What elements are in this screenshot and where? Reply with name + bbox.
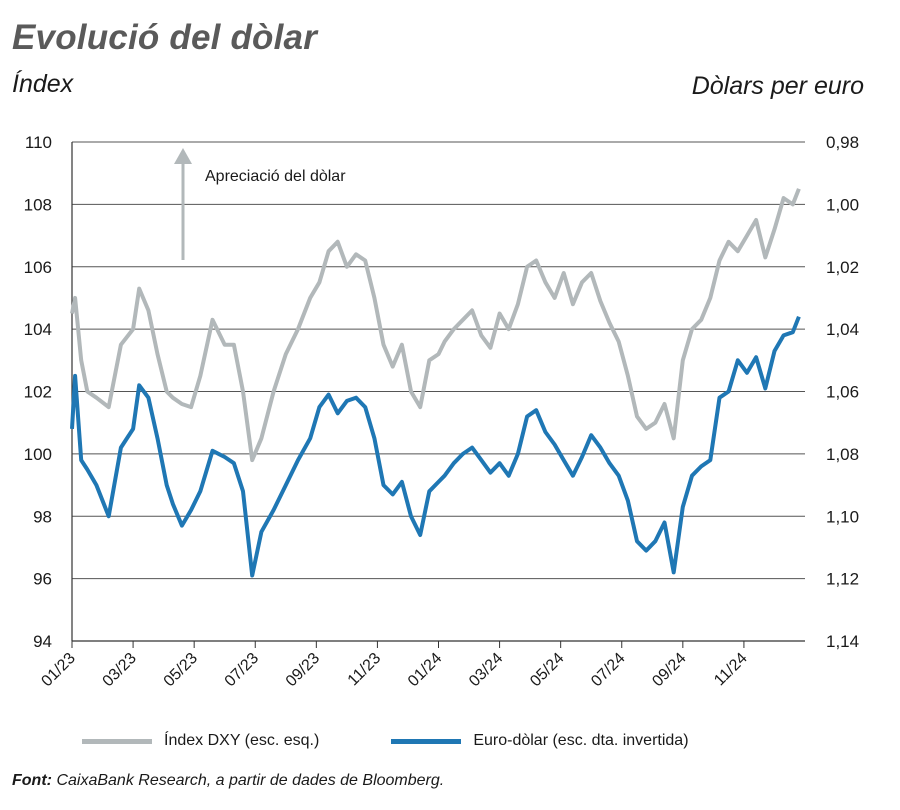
series-line-eurusd <box>70 315 801 578</box>
x-tick-label: 01/24 <box>405 650 445 690</box>
source-text: CaixaBank Research, a partir de dades de… <box>56 772 445 789</box>
x-axis-ticks: 01/23 03/23 05/23 07/23 09/23 11/23 01/24 03/24… <box>38 641 751 690</box>
x-tick-label: 09/24 <box>649 650 689 690</box>
left-tick-label: 110 <box>25 133 52 152</box>
line-chart: 94 96 98 100 102 104 106 108 110 1,14 1,12 1,10 1,0… <box>24 133 859 690</box>
left-tick-label: 94 <box>33 632 52 651</box>
series-line-dxy <box>70 188 801 463</box>
x-tick-label: 05/24 <box>527 650 567 690</box>
x-tick-label: 09/23 <box>283 650 323 690</box>
left-tick-label: 104 <box>24 320 52 339</box>
right-tick-label: 1,00 <box>826 195 859 214</box>
source-label: Font: <box>12 772 52 789</box>
right-tick-label: 0,98 <box>826 133 859 152</box>
x-tick-label: 03/24 <box>466 650 506 690</box>
right-tick-label: 1,10 <box>826 507 859 526</box>
arrow-head <box>174 148 192 164</box>
legend: Índex DXY (esc. esq.) Euro-dòlar (esc. d… <box>82 732 689 750</box>
source-note: Font: CaixaBank Research, a partir de da… <box>12 772 444 790</box>
left-tick-label: 96 <box>33 570 52 589</box>
legend-label-eurusd: Euro-dòlar (esc. dta. invertida) <box>473 732 689 749</box>
x-tick-label: 07/23 <box>222 650 262 690</box>
legend-item-dxy: Índex DXY (esc. esq.) <box>82 732 319 750</box>
right-tick-label: 1,08 <box>826 445 859 464</box>
x-tick-label: 11/23 <box>345 650 385 690</box>
left-tick-label: 98 <box>33 507 52 526</box>
left-tick-label: 100 <box>24 445 52 464</box>
left-tick-label: 102 <box>24 383 52 402</box>
left-tick-label: 108 <box>24 195 52 214</box>
right-tick-label: 1,14 <box>826 632 859 651</box>
legend-swatch-dxy <box>82 738 152 744</box>
right-tick-label: 1,02 <box>826 258 859 277</box>
series-lines <box>70 188 801 578</box>
x-tick-label: 05/23 <box>161 650 201 690</box>
left-tick-label: 106 <box>24 258 52 277</box>
x-tick-label: 07/24 <box>588 650 628 690</box>
left-axis-ticks: 94 96 98 100 102 104 106 108 110 <box>24 133 52 651</box>
annotation-text: Apreciació del dòlar <box>205 168 346 185</box>
right-axis-title: Dòlars per euro <box>691 72 864 100</box>
right-axis-ticks: 1,14 1,12 1,10 1,08 1,06 1,04 1,02 1,00 0,98 <box>826 133 859 651</box>
x-tick-label: 03/23 <box>100 650 140 690</box>
appreciation-arrow: Apreciació del dòlar <box>174 148 346 260</box>
left-axis-title: Índex <box>12 70 74 98</box>
x-tick-label: 01/23 <box>38 650 78 690</box>
x-tick-label: 11/24 <box>711 650 751 690</box>
right-tick-label: 1,06 <box>826 383 859 402</box>
right-tick-label: 1,12 <box>826 570 859 589</box>
legend-item-eurusd: Euro-dòlar (esc. dta. invertida) <box>391 732 689 750</box>
chart-title: Evolució del dòlar <box>12 18 318 57</box>
legend-swatch-eurusd <box>391 738 462 744</box>
legend-label-dxy: Índex DXY (esc. esq.) <box>164 732 320 749</box>
grid-lines <box>71 141 805 642</box>
right-tick-label: 1,04 <box>826 320 859 339</box>
